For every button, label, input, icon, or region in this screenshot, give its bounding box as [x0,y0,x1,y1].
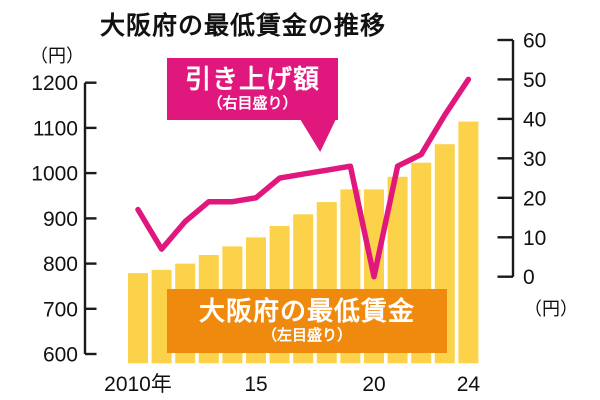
right-axis-tick-label: 50 [523,69,546,92]
right-axis-tick-label: 10 [523,227,546,250]
bar-series-callout: 大阪府の最低賃金 （左目盛り） [167,289,447,353]
left-axis-tick-label: 800 [43,253,78,276]
wage-bar [458,121,479,364]
left-axis-tick-label: 900 [43,208,78,231]
x-axis-tick-label: 20 [362,373,385,396]
right-axis-tick-label: 40 [523,108,546,131]
x-axis-tick-label: 15 [244,373,267,396]
left-axis-tick-label: 600 [43,344,78,367]
line-series-callout: 引き上げ額 （右目盛り） [167,58,338,152]
chart-title: 大阪府の最低賃金の推移 [100,12,387,40]
wage-bar [128,273,148,364]
right-axis-tick-label: 30 [523,148,546,171]
left-axis-tick-label: 1000 [31,163,78,186]
left-axis-unit-label: （円） [30,46,84,66]
line-series-callout-title: 引き上げ額 [184,64,320,95]
increase-line [135,76,472,280]
line-series-callout-subtitle: （右目盛り） [207,95,298,113]
x-axis-tick-label: 2010年 [104,373,172,396]
right-axis-tick-label: 60 [523,30,546,53]
bar-series-callout-title: 大阪府の最低賃金 [198,296,415,327]
right-axis-tick-label: 0 [523,266,535,289]
right-axis-tick-label: 20 [523,187,546,210]
bar-series-callout-subtitle: （左目盛り） [261,327,352,345]
x-axis-tick-label: 24 [457,373,481,396]
left-axis-tick-label: 700 [43,298,78,321]
right-axis-unit-label: （円） [524,299,578,319]
left-axis-tick-label: 1100 [33,117,78,140]
wage-bar [151,269,172,364]
left-axis-tick-label: 1200 [31,72,78,95]
